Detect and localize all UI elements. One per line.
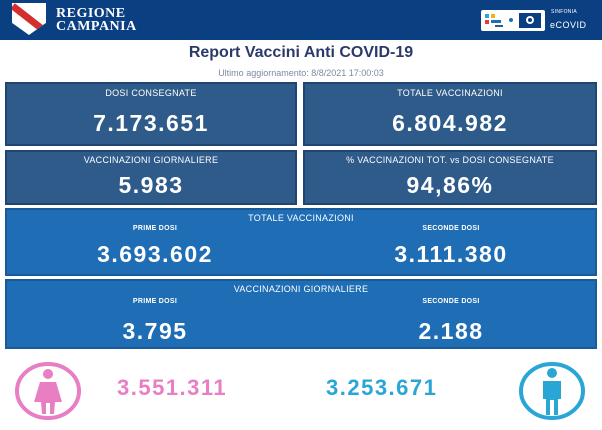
card-dosi-consegnate: DOSI CONSEGNATE 7.173.651: [5, 82, 297, 146]
panel-title: TOTALE VACCINAZIONI: [248, 213, 354, 223]
platform-small-label: SINFONIA: [551, 9, 578, 15]
panel-totale-vaccinazioni: TOTALE VACCINAZIONI PRIME DOSI SECONDE D…: [5, 208, 597, 276]
prime-dosi-value: 3.693.602: [97, 241, 213, 267]
page-title: Report Vaccini Anti COVID-19: [188, 44, 414, 61]
card-label: VACCINAZIONI GIORNALIERE: [83, 155, 219, 165]
app-header: REGIONE CAMPANIA SINFONIA eCOVID: [0, 0, 602, 40]
female-total-value: 3.551.311: [117, 375, 228, 400]
platform-name: eCOVID: [550, 20, 587, 30]
card-value: 6.804.982: [392, 110, 508, 136]
region-logo-text: REGIONE CAMPANIA: [56, 6, 137, 34]
card-percentuale: % VACCINAZIONI TOT. vs DOSI CONSEGNATE 9…: [303, 150, 597, 205]
prime-dosi-value: 3.795: [122, 318, 188, 344]
card-totale-vaccinazioni: TOTALE VACCINAZIONI 6.804.982: [303, 82, 597, 146]
seconde-dosi-label: SECONDE DOSI: [422, 298, 480, 305]
prime-dosi-label: PRIME DOSI: [132, 225, 178, 232]
male-total-value: 3.253.671: [326, 375, 438, 400]
card-label: DOSI CONSEGNATE: [105, 88, 197, 98]
seconde-dosi-value: 2.188: [418, 318, 484, 344]
region-line-2: CAMPANIA: [56, 19, 137, 34]
male-icon: [512, 362, 592, 425]
female-icon: [8, 362, 88, 425]
panel-vaccinazioni-giornaliere: VACCINAZIONI GIORNALIERE PRIME DOSI SECO…: [5, 279, 597, 349]
card-value: 5.983: [118, 172, 184, 198]
partner-logo-icon: [481, 10, 545, 31]
card-label: % VACCINAZIONI TOT. vs DOSI CONSEGNATE: [346, 155, 554, 165]
seconde-dosi-value: 3.111.380: [394, 241, 508, 267]
card-value: 94,86%: [406, 172, 494, 198]
panel-title: VACCINAZIONI GIORNALIERE: [233, 284, 369, 294]
region-shield-icon: [12, 3, 46, 35]
card-vaccinazioni-giornaliere: VACCINAZIONI GIORNALIERE 5.983: [5, 150, 297, 205]
region-line-1: REGIONE: [56, 6, 126, 21]
card-label: TOTALE VACCINAZIONI: [397, 88, 503, 98]
seconde-dosi-label: SECONDE DOSI: [422, 225, 480, 232]
card-value: 7.173.651: [93, 110, 209, 136]
last-update-text: Ultimo aggiornamento: 8/8/2021 17:00:03: [218, 68, 384, 78]
prime-dosi-label: PRIME DOSI: [132, 298, 178, 305]
